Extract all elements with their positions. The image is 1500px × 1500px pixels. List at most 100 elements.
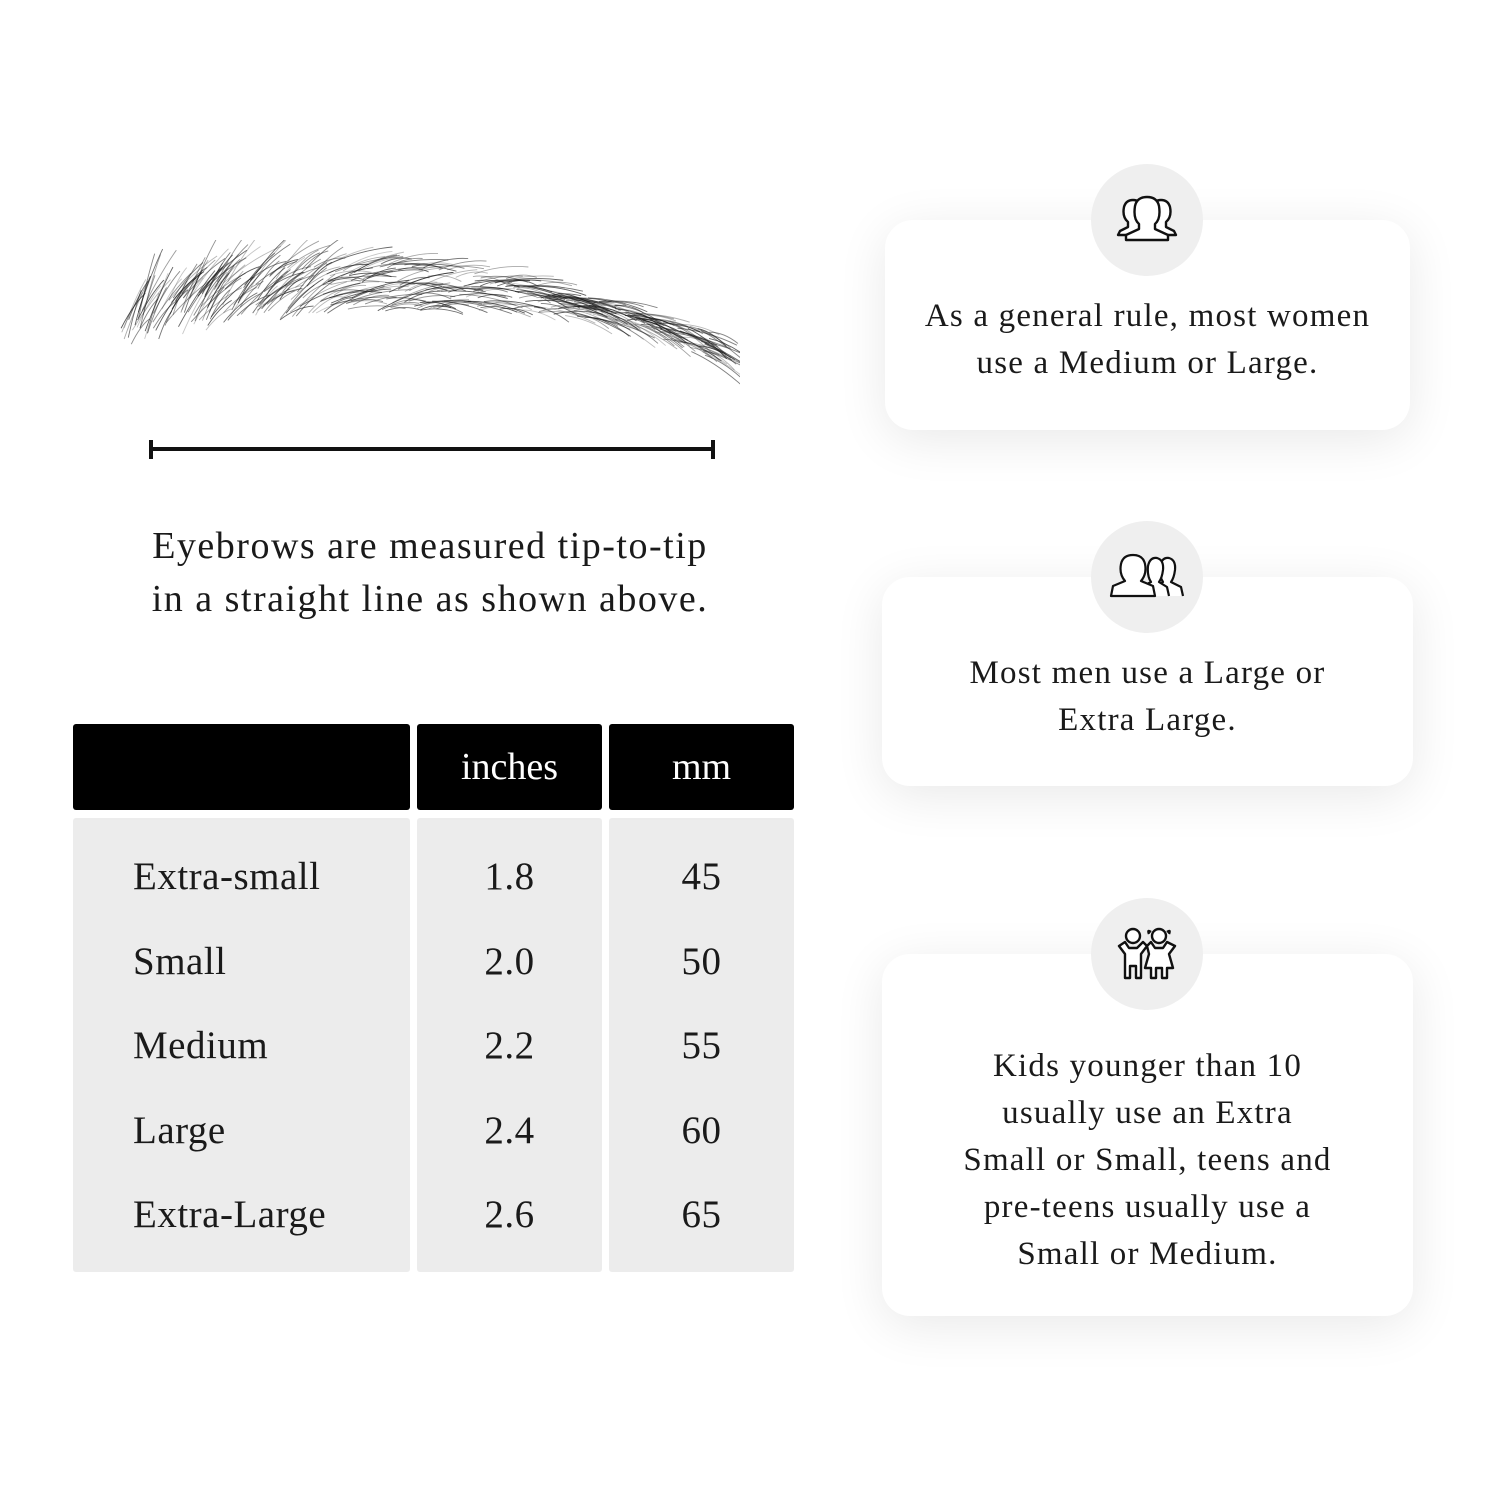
eyebrow-hair — [158, 311, 172, 340]
men-group-icon — [1091, 521, 1203, 633]
tip-text: Kids younger than 10 — [992, 1047, 1303, 1084]
eyebrow-hair — [139, 298, 159, 329]
tip-text: usually use an Extra — [1002, 1094, 1293, 1131]
eyebrow-hair — [495, 301, 532, 311]
eyebrow-hair — [423, 257, 469, 269]
eyebrow-hair — [153, 270, 181, 314]
table-cell-inches: 2.0 — [484, 939, 535, 983]
eyebrow-hair — [263, 288, 290, 314]
eyebrow-hair — [378, 283, 416, 290]
eyebrow-hair — [180, 257, 206, 313]
eyebrow-hair — [238, 254, 281, 301]
eyebrow-hair — [267, 287, 302, 312]
eyebrow-hair — [670, 337, 713, 359]
table-cell-inches: 2.4 — [484, 1108, 535, 1152]
eyebrow-hair — [256, 267, 286, 301]
caption-line: Eyebrows are measured tip-to-tip — [152, 525, 708, 567]
eyebrow-hair — [181, 266, 208, 295]
table-cell-size: Extra-small — [133, 855, 321, 898]
eyebrow-hair — [214, 246, 261, 290]
eyebrow-hair — [654, 331, 686, 345]
eyebrow-hair — [363, 266, 426, 279]
eyebrow-hair — [404, 281, 438, 293]
eyebrow-hair — [598, 300, 658, 309]
eyebrow-hair — [361, 267, 396, 283]
eyebrow-hair — [565, 315, 613, 335]
eyebrow-hair — [511, 282, 578, 305]
eyebrow-hair — [651, 325, 696, 352]
eyebrow-hair — [284, 267, 320, 287]
eyebrow-hair — [674, 340, 733, 361]
eyebrow-hair — [447, 264, 491, 271]
eyebrow-hair — [329, 270, 372, 277]
tip-card-kids: Kids younger than 10 usually use an Extr… — [882, 954, 1413, 1316]
eyebrow-hair — [427, 274, 462, 282]
table-cell-mm: 65 — [681, 1193, 722, 1236]
mm-column: 45 50 55 60 65 — [609, 818, 794, 1272]
eyebrow-hair — [388, 271, 454, 293]
eyebrow-hair — [193, 264, 231, 316]
table-cell-inches: 1.8 — [484, 855, 535, 898]
eyebrow-hair — [201, 266, 224, 294]
eyebrow-hair — [121, 292, 143, 333]
eyebrow-hair — [224, 266, 260, 290]
eyebrow-hair — [236, 294, 271, 317]
eyebrow-hair — [508, 279, 539, 287]
eyebrow-hair — [350, 270, 393, 282]
eyebrow-hair — [641, 320, 672, 333]
eyebrow-hair — [624, 312, 683, 349]
eyebrow-hair — [189, 248, 229, 299]
eyebrow-hair — [691, 351, 740, 385]
women-group-icon — [1091, 164, 1203, 276]
eyebrow-hair — [207, 272, 230, 308]
eyebrow-hair — [571, 301, 622, 307]
eyebrow-hair — [397, 267, 443, 282]
eyebrow-hair — [655, 318, 704, 335]
eyebrow-hair — [538, 307, 589, 313]
eyebrow-hair — [275, 240, 309, 280]
eyebrow-hair — [533, 306, 570, 323]
eyebrow-hair — [326, 263, 369, 275]
eyebrow-hair — [587, 310, 644, 340]
eyebrow-illustration — [120, 240, 740, 385]
eyebrow-hair — [702, 351, 740, 375]
eyebrow-hair — [346, 300, 388, 305]
eyebrow-hair — [385, 307, 422, 312]
eyebrow-hair — [269, 259, 299, 276]
eyebrow-hair — [404, 262, 442, 269]
eyebrow-hair — [142, 254, 161, 316]
eyebrow-hair — [261, 271, 304, 310]
eyebrow-hair — [473, 288, 508, 293]
measurement-line — [149, 440, 715, 459]
eyebrow-hair — [465, 288, 516, 298]
eyebrow-hair — [292, 249, 319, 274]
eyebrow-hair — [182, 258, 226, 299]
eyebrow-hair — [206, 271, 228, 301]
eyebrow-hair — [615, 308, 665, 326]
eyebrow-hair — [627, 318, 661, 325]
eyebrow-hair — [200, 272, 246, 307]
eyebrow-hair — [589, 312, 620, 325]
eyebrow-hair — [181, 277, 204, 311]
eyebrow-hair — [342, 256, 386, 272]
eyebrow-hair — [471, 286, 537, 298]
eyebrow-hair — [661, 331, 730, 349]
eyebrow-hair — [320, 289, 375, 302]
eyebrow-hair — [152, 272, 192, 323]
eyebrow-hair — [514, 290, 566, 301]
eyebrow-hair — [327, 286, 385, 314]
eyebrow-hair — [364, 293, 423, 305]
eyebrow-hair — [330, 280, 387, 286]
eyebrow-hair — [592, 317, 655, 339]
eyebrow-hair — [645, 325, 685, 348]
eyebrow-hair — [664, 333, 728, 365]
eyebrow-hair — [334, 256, 403, 273]
eyebrow-hair — [161, 278, 182, 310]
eyebrow-hair — [168, 267, 188, 301]
eyebrow-hair — [379, 259, 449, 268]
eyebrow-hair — [419, 301, 457, 310]
eyebrow-hair — [440, 290, 508, 299]
eyebrow-hair — [408, 295, 456, 302]
tip-text: Extra Large. — [1058, 701, 1237, 738]
eyebrow-hair — [609, 311, 641, 330]
